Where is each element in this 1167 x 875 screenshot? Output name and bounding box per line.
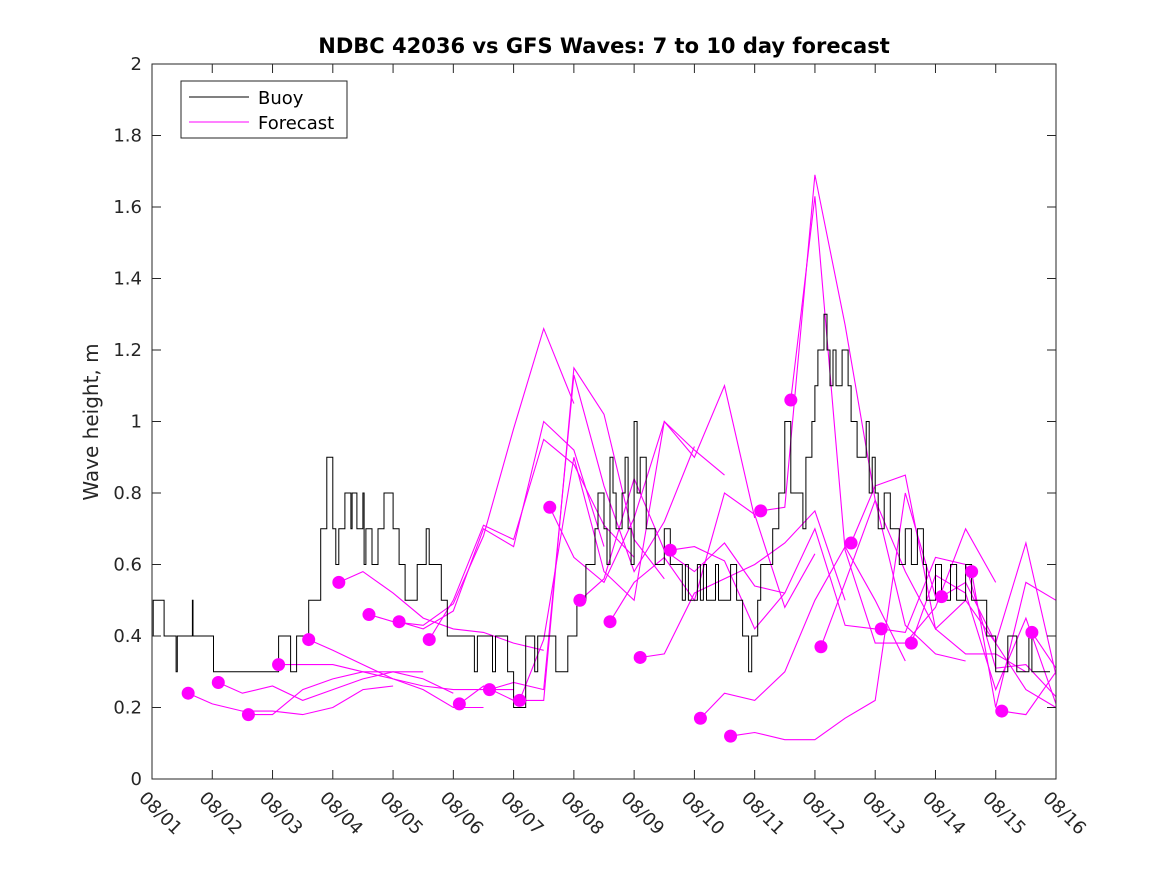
forecast-line-15: [640, 509, 846, 659]
y-tick-label: 1.4: [113, 269, 142, 290]
x-tick-label: 08/01: [134, 788, 186, 840]
forecast-line-3: [278, 664, 484, 709]
forecast-marker: [633, 650, 647, 664]
chart-title: NDBC 42036 vs GFS Waves: 7 to 10 day for…: [318, 34, 889, 58]
legend: Buoy Forecast: [180, 80, 348, 139]
forecast-marker: [482, 683, 496, 697]
forecast-line-21: [820, 498, 1027, 673]
forecast-marker: [995, 704, 1009, 718]
forecast-marker: [784, 393, 798, 407]
forecast-line-17: [700, 545, 906, 719]
x-tick-label: 08/15: [978, 788, 1030, 840]
legend-box: [180, 80, 348, 139]
x-tick-label: 08/14: [918, 788, 970, 840]
x-tick-label: 08/04: [315, 788, 367, 840]
y-tick-label: 1.8: [113, 126, 142, 147]
y-tick-label: 2: [131, 54, 142, 75]
forecast-line-9: [459, 366, 665, 705]
forecast-line-5: [338, 570, 544, 651]
forecast-line-12: [549, 383, 756, 584]
forecast-line-14: [609, 492, 816, 622]
forecast-line-27: [1001, 671, 1057, 716]
forecast-marker: [573, 593, 587, 607]
forecast-line-8: [428, 438, 635, 640]
x-tick-label: 08/07: [496, 788, 548, 840]
x-tick-label: 08/13: [858, 788, 910, 840]
plot-frame: [151, 63, 1057, 780]
forecast-marker: [904, 636, 918, 650]
y-tick-label: 0: [131, 769, 142, 790]
forecast-marker: [241, 708, 255, 722]
forecast-marker: [663, 543, 677, 557]
forecast-line-28: [1031, 632, 1057, 669]
y-tick-label: 0.2: [113, 698, 142, 719]
series-layer: [152, 174, 1057, 743]
y-tick-label: 1.2: [113, 340, 142, 361]
legend-label-buoy: Buoy: [258, 88, 304, 109]
x-tick-label: 08/03: [255, 788, 307, 840]
forecast-line-26: [971, 571, 1057, 708]
y-tick-label: 1.6: [113, 197, 142, 218]
y-tick-label: 0.4: [113, 626, 142, 647]
x-tick-label: 08/06: [436, 788, 488, 840]
forecast-marker: [603, 615, 617, 629]
y-tick-label: 0.6: [113, 555, 142, 576]
x-tick-label: 08/05: [376, 788, 428, 840]
forecast-line-20: [790, 196, 997, 644]
forecast-line-11: [519, 420, 725, 701]
x-tick-label: 08/16: [1038, 788, 1090, 840]
forecast-marker: [211, 675, 225, 689]
forecast-line-18: [730, 492, 937, 741]
forecast-line-19: [760, 174, 966, 662]
x-tick-label: 08/10: [677, 788, 729, 840]
forecast-marker: [844, 536, 858, 550]
y-tick-label: 0.8: [113, 483, 142, 504]
legend-label-forecast: Forecast: [258, 113, 334, 134]
forecast-marker: [1025, 625, 1039, 639]
forecast-marker: [452, 697, 466, 711]
forecast-marker: [754, 504, 768, 518]
forecast-marker: [724, 729, 738, 743]
forecast-marker: [422, 633, 436, 647]
forecast-marker: [181, 686, 195, 700]
forecast-line-7: [398, 420, 605, 630]
x-tick-label: 08/12: [797, 788, 849, 840]
forecast-marker: [272, 658, 286, 672]
forecast-line-6: [368, 326, 575, 626]
forecast-marker: [543, 500, 557, 514]
x-tick-label: 08/09: [617, 788, 669, 840]
forecast-marker: [332, 575, 346, 589]
forecast-marker: [965, 565, 979, 579]
forecast-marker: [693, 711, 707, 725]
forecast-line-13: [579, 477, 785, 601]
forecast-line-4: [308, 639, 514, 691]
x-tick-label: 08/08: [556, 788, 608, 840]
forecast-line-2: [248, 671, 454, 716]
y-tick-label: 1: [131, 412, 142, 433]
forecast-marker: [513, 693, 527, 707]
x-tick-label: 08/11: [737, 788, 789, 840]
forecast-marker: [934, 590, 948, 604]
forecast-marker: [814, 640, 828, 654]
forecast-line-16: [670, 527, 876, 630]
forecast-line-22: [850, 474, 1057, 708]
forecast-line-10: [489, 374, 695, 691]
x-tick-label: 08/02: [195, 788, 247, 840]
forecast-marker: [302, 633, 316, 647]
forecast-marker: [392, 615, 406, 629]
buoy-line: [152, 313, 1050, 708]
forecast-line-0: [187, 685, 394, 716]
forecast-marker: [874, 622, 888, 636]
forecast-marker: [362, 608, 376, 622]
forecast-line-1: [218, 671, 424, 701]
y-axis-label: Wave height, m: [79, 343, 103, 500]
